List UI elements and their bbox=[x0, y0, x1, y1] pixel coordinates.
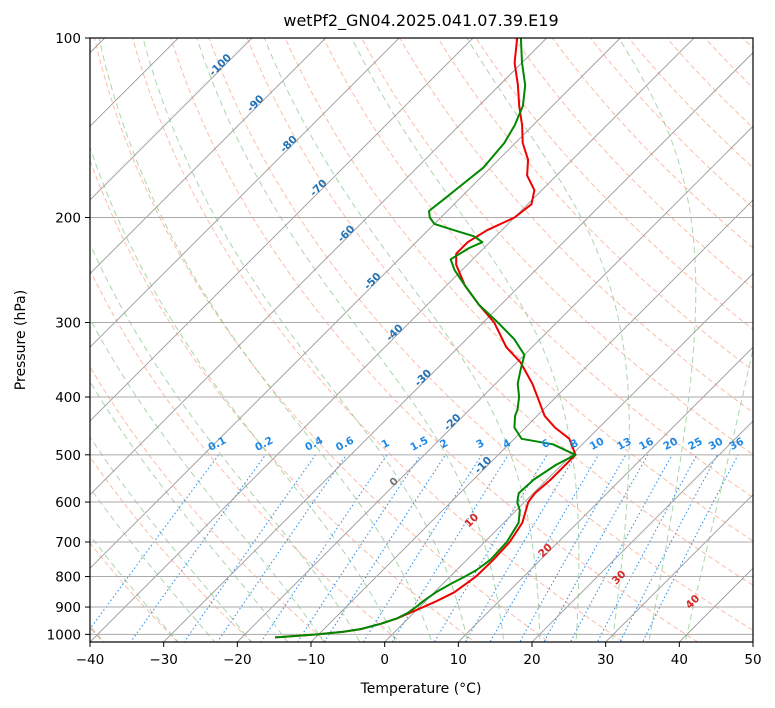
y-tick-label: 100 bbox=[55, 31, 81, 47]
moist-adiabat bbox=[98, 38, 433, 642]
y-tick-label: 300 bbox=[55, 316, 81, 332]
x-axis-label: Temperature (°C) bbox=[360, 681, 482, 697]
x-tick-label: 10 bbox=[450, 652, 467, 668]
dewpoint-line bbox=[274, 38, 577, 639]
y-tick-label: 200 bbox=[55, 211, 81, 227]
isotherm-line bbox=[90, 38, 474, 422]
dry-adiabat bbox=[513, 38, 753, 290]
x-tick-label: −20 bbox=[223, 652, 252, 668]
isotherm-line bbox=[236, 125, 753, 642]
x-tick-label: 20 bbox=[523, 652, 540, 668]
series-layer bbox=[274, 38, 577, 639]
isotherm-line bbox=[457, 346, 753, 642]
y-tick-label: 900 bbox=[55, 600, 81, 616]
temperature-line bbox=[274, 38, 577, 639]
grid-layer bbox=[90, 38, 753, 642]
isotherm-line bbox=[162, 52, 753, 642]
dry-adiabat bbox=[93, 38, 551, 642]
y-tick-label: 800 bbox=[55, 570, 81, 586]
moist-adiabat bbox=[351, 38, 580, 642]
dry-adiabat bbox=[475, 38, 753, 330]
dry-adiabat bbox=[246, 38, 753, 586]
isotherm-line bbox=[90, 38, 621, 569]
moist-adiabat bbox=[142, 38, 469, 642]
dry-adiabat bbox=[284, 38, 753, 542]
y-tick-label: 400 bbox=[55, 390, 81, 406]
dry-adiabat bbox=[90, 268, 402, 642]
dry-adiabat bbox=[132, 38, 625, 642]
isotherm-line bbox=[90, 38, 695, 642]
dry-adiabat bbox=[322, 38, 753, 499]
x-tick-label: 40 bbox=[671, 652, 688, 668]
isotherm-line bbox=[90, 38, 400, 348]
dry-adiabat bbox=[90, 456, 253, 642]
y-tick-label: 500 bbox=[55, 448, 81, 464]
y-tick-label: 600 bbox=[55, 495, 81, 511]
moist-adiabat bbox=[263, 38, 541, 642]
y-tick-label: 700 bbox=[55, 535, 81, 551]
dry-adiabat bbox=[90, 158, 476, 642]
isotherm-line bbox=[383, 273, 753, 642]
x-tick-label: −10 bbox=[297, 652, 326, 668]
plot-frame bbox=[89, 37, 754, 643]
isotherm-line bbox=[604, 493, 753, 642]
y-tick-label: 1000 bbox=[47, 627, 81, 643]
isotherm-line bbox=[90, 38, 548, 496]
isotherm-line bbox=[310, 199, 753, 642]
isotherm-line bbox=[531, 420, 753, 642]
x-tick-label: 0 bbox=[380, 652, 389, 668]
moist-adiabat bbox=[466, 38, 630, 642]
dry-adiabat bbox=[90, 365, 328, 642]
x-tick-label: −30 bbox=[149, 652, 178, 668]
x-tick-label: 30 bbox=[597, 652, 614, 668]
chart-title: wetPf2_GN04.2025.041.07.39.E19 bbox=[283, 11, 558, 31]
dry-adiabat bbox=[437, 38, 753, 372]
x-tick-label: 50 bbox=[744, 652, 761, 668]
tick-layer: −40 −30 −20 −10 0 10 20 30 40 50 100 200 300 400 500 60… bbox=[47, 31, 762, 668]
dry-adiabat bbox=[399, 38, 753, 413]
moist-adiabat bbox=[90, 317, 325, 642]
x-tick-label: −40 bbox=[76, 652, 105, 668]
moist-adiabat bbox=[618, 38, 697, 642]
y-axis-label: Pressure (hPa) bbox=[13, 290, 29, 390]
